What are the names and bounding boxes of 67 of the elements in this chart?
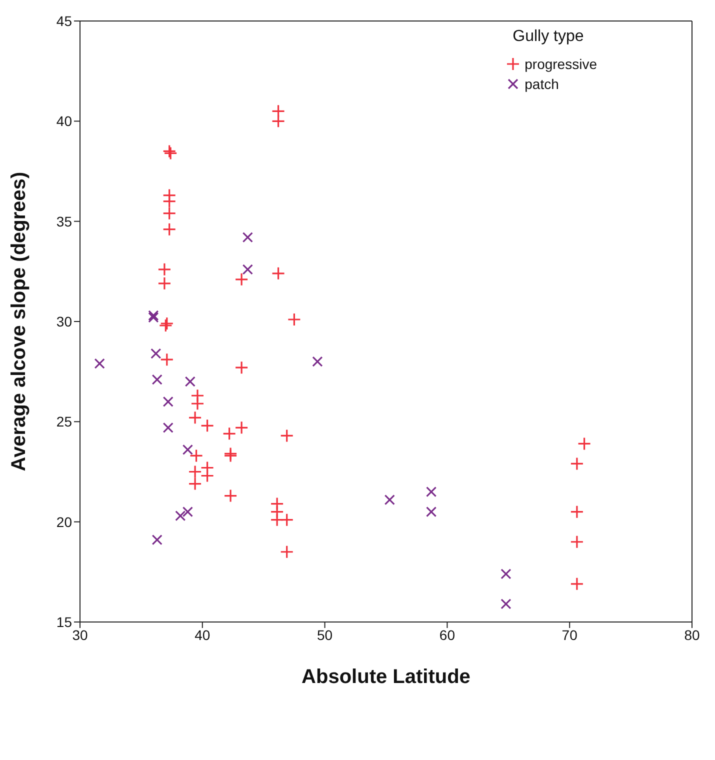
point (426, 486, 437, 498)
y-tick-label: 35 (56, 213, 72, 230)
point (500, 598, 512, 610)
y-tick-label: 40 (56, 113, 72, 130)
point (162, 422, 174, 433)
point (188, 476, 202, 491)
point (94, 358, 105, 369)
point (200, 468, 214, 483)
point (175, 510, 186, 522)
y-tick-label: 25 (56, 414, 72, 430)
point (271, 104, 286, 118)
point (162, 222, 176, 236)
point (224, 488, 238, 503)
point (152, 374, 162, 385)
point (200, 418, 214, 432)
point (426, 506, 437, 518)
point (162, 206, 176, 220)
point (234, 420, 248, 434)
point (270, 513, 284, 527)
point (222, 426, 236, 440)
point (190, 396, 204, 410)
point (384, 494, 395, 506)
point (188, 410, 202, 424)
point (500, 568, 512, 580)
point (570, 535, 584, 549)
y-tick-label: 30 (56, 313, 72, 330)
point (150, 348, 162, 359)
y-tick-label: 20 (56, 514, 72, 530)
x-tick-label: 40 (194, 626, 210, 643)
point (189, 448, 204, 463)
point (242, 232, 253, 243)
legend-title: Gully type (512, 28, 585, 46)
point (162, 194, 176, 208)
point (158, 276, 172, 290)
legend-label: progressive (524, 56, 597, 72)
point (152, 534, 162, 546)
point (234, 272, 248, 286)
point (182, 444, 194, 456)
x-tick-label: 30 (72, 626, 88, 643)
y-tick-label: 45 (56, 12, 72, 29)
point (570, 577, 584, 591)
y-axis-title: Average alcove slope (degrees) (8, 172, 30, 472)
point (280, 428, 294, 442)
y-tick-label: 15 (56, 614, 72, 630)
point (160, 352, 174, 366)
point (182, 506, 194, 518)
point (570, 456, 584, 471)
point (570, 505, 584, 519)
point (234, 360, 248, 374)
x-tick-label: 50 (317, 626, 333, 643)
point (271, 114, 286, 128)
legend-label: patch (524, 76, 559, 92)
x-tick-label: 70 (562, 626, 578, 643)
point (280, 513, 294, 527)
point (162, 396, 174, 407)
point (280, 545, 294, 559)
x-tick-label: 60 (439, 626, 456, 643)
point (271, 266, 286, 280)
point (158, 262, 172, 276)
point (188, 464, 202, 479)
point (312, 356, 323, 367)
point (577, 436, 592, 451)
x-axis-title: Absolute Latitude (302, 666, 470, 688)
x-tick-label: 80 (684, 626, 700, 643)
point (242, 264, 253, 275)
point (184, 376, 196, 387)
point (287, 312, 301, 326)
